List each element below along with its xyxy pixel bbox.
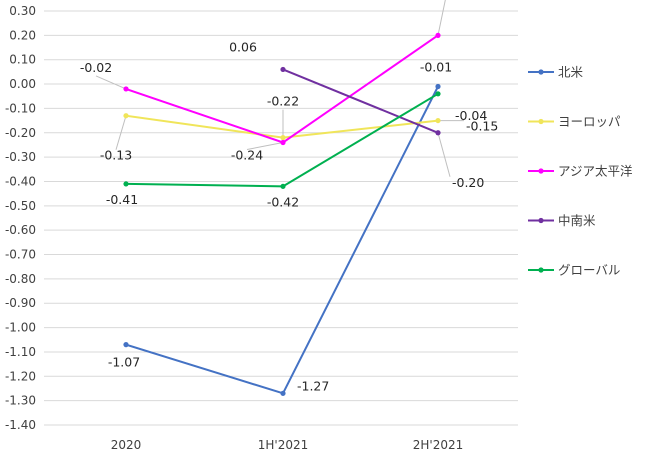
legend-label: アジア太平洋 bbox=[558, 164, 633, 179]
y-tick-label: -0.80 bbox=[5, 272, 36, 286]
data-point bbox=[123, 342, 129, 348]
y-tick-label: -0.20 bbox=[5, 126, 36, 140]
data-label: -0.13 bbox=[100, 148, 132, 163]
data-label: -0.41 bbox=[106, 192, 138, 207]
data-label: -0.01 bbox=[420, 59, 452, 74]
data-point bbox=[435, 91, 441, 97]
y-tick-label: -1.20 bbox=[5, 369, 36, 383]
label-leader bbox=[115, 115, 127, 150]
y-tick-label: 0.00 bbox=[9, 77, 36, 91]
label-leader bbox=[437, 0, 446, 36]
y-tick-label: 0.10 bbox=[9, 53, 36, 67]
data-labels: -1.07 -1.27 -0.01 -0.13 -0.22 -0.15 -0.02 -0.24… bbox=[80, 39, 499, 393]
x-tick-label: 2020 bbox=[111, 438, 142, 452]
data-point bbox=[280, 66, 286, 73]
legend-marker bbox=[538, 168, 544, 174]
data-point bbox=[280, 139, 286, 146]
label-leader bbox=[437, 132, 451, 177]
series-line bbox=[125, 114, 439, 139]
legend-marker bbox=[538, 217, 544, 224]
data-point bbox=[123, 113, 129, 119]
data-label: -0.22 bbox=[267, 94, 299, 109]
y-tick-label: -0.10 bbox=[5, 101, 36, 115]
y-tick-label: -0.70 bbox=[5, 248, 36, 262]
series-lines bbox=[123, 32, 441, 396]
data-label: -0.02 bbox=[80, 60, 112, 75]
data-label: -0.15 bbox=[466, 119, 498, 134]
data-label: -0.24 bbox=[231, 148, 263, 163]
legend-label: ヨーロッパ bbox=[558, 114, 621, 129]
data-point bbox=[435, 32, 441, 38]
data-point bbox=[280, 135, 286, 141]
legend-marker bbox=[538, 267, 544, 273]
label-leaders bbox=[95, 0, 464, 177]
data-label: -0.42 bbox=[267, 194, 299, 209]
data-point bbox=[123, 86, 129, 92]
data-point bbox=[435, 130, 441, 136]
x-axis-ticks: 2020 1H'2021 2H'2021 bbox=[111, 438, 464, 452]
y-tick-label: -0.60 bbox=[5, 223, 36, 237]
y-tick-label: -1.30 bbox=[5, 394, 36, 408]
legend-marker bbox=[538, 118, 544, 125]
data-label: -1.07 bbox=[108, 355, 140, 370]
y-tick-label: -1.40 bbox=[5, 418, 36, 432]
y-tick-label: 0.30 bbox=[9, 4, 36, 18]
data-point bbox=[280, 183, 286, 189]
data-label: -1.27 bbox=[297, 378, 329, 393]
y-tick-label: -1.10 bbox=[5, 345, 36, 359]
label-leader bbox=[246, 142, 284, 150]
x-tick-label: 2H'2021 bbox=[413, 438, 464, 452]
data-point bbox=[435, 117, 441, 124]
data-label: -0.20 bbox=[452, 175, 484, 190]
y-tick-label: -0.40 bbox=[5, 174, 36, 188]
legend-marker bbox=[538, 69, 544, 75]
legend-label: 中南米 bbox=[558, 213, 596, 228]
y-tick-label: -1.00 bbox=[5, 321, 36, 335]
legend-label: グローバル bbox=[558, 263, 620, 278]
y-axis-ticks: 0.30 0.20 0.10 0.00 -0.10 -0.20 -0.30 -0.40 -0.5… bbox=[5, 4, 36, 432]
data-label: -0.04 bbox=[455, 108, 487, 123]
legend-label: 北米 bbox=[558, 65, 584, 80]
y-tick-label: -0.50 bbox=[5, 199, 36, 213]
gridlines bbox=[44, 10, 518, 426]
data-point bbox=[280, 390, 286, 396]
data-point bbox=[435, 83, 441, 90]
data-point bbox=[123, 181, 129, 187]
data-label: 0.06 bbox=[229, 39, 257, 54]
y-tick-label: -0.90 bbox=[5, 296, 36, 310]
label-leader bbox=[95, 75, 127, 90]
series-line bbox=[282, 68, 439, 134]
y-tick-label: 0.20 bbox=[9, 28, 36, 42]
y-tick-label: -0.30 bbox=[5, 150, 36, 164]
x-tick-label: 1H'2021 bbox=[258, 438, 309, 452]
